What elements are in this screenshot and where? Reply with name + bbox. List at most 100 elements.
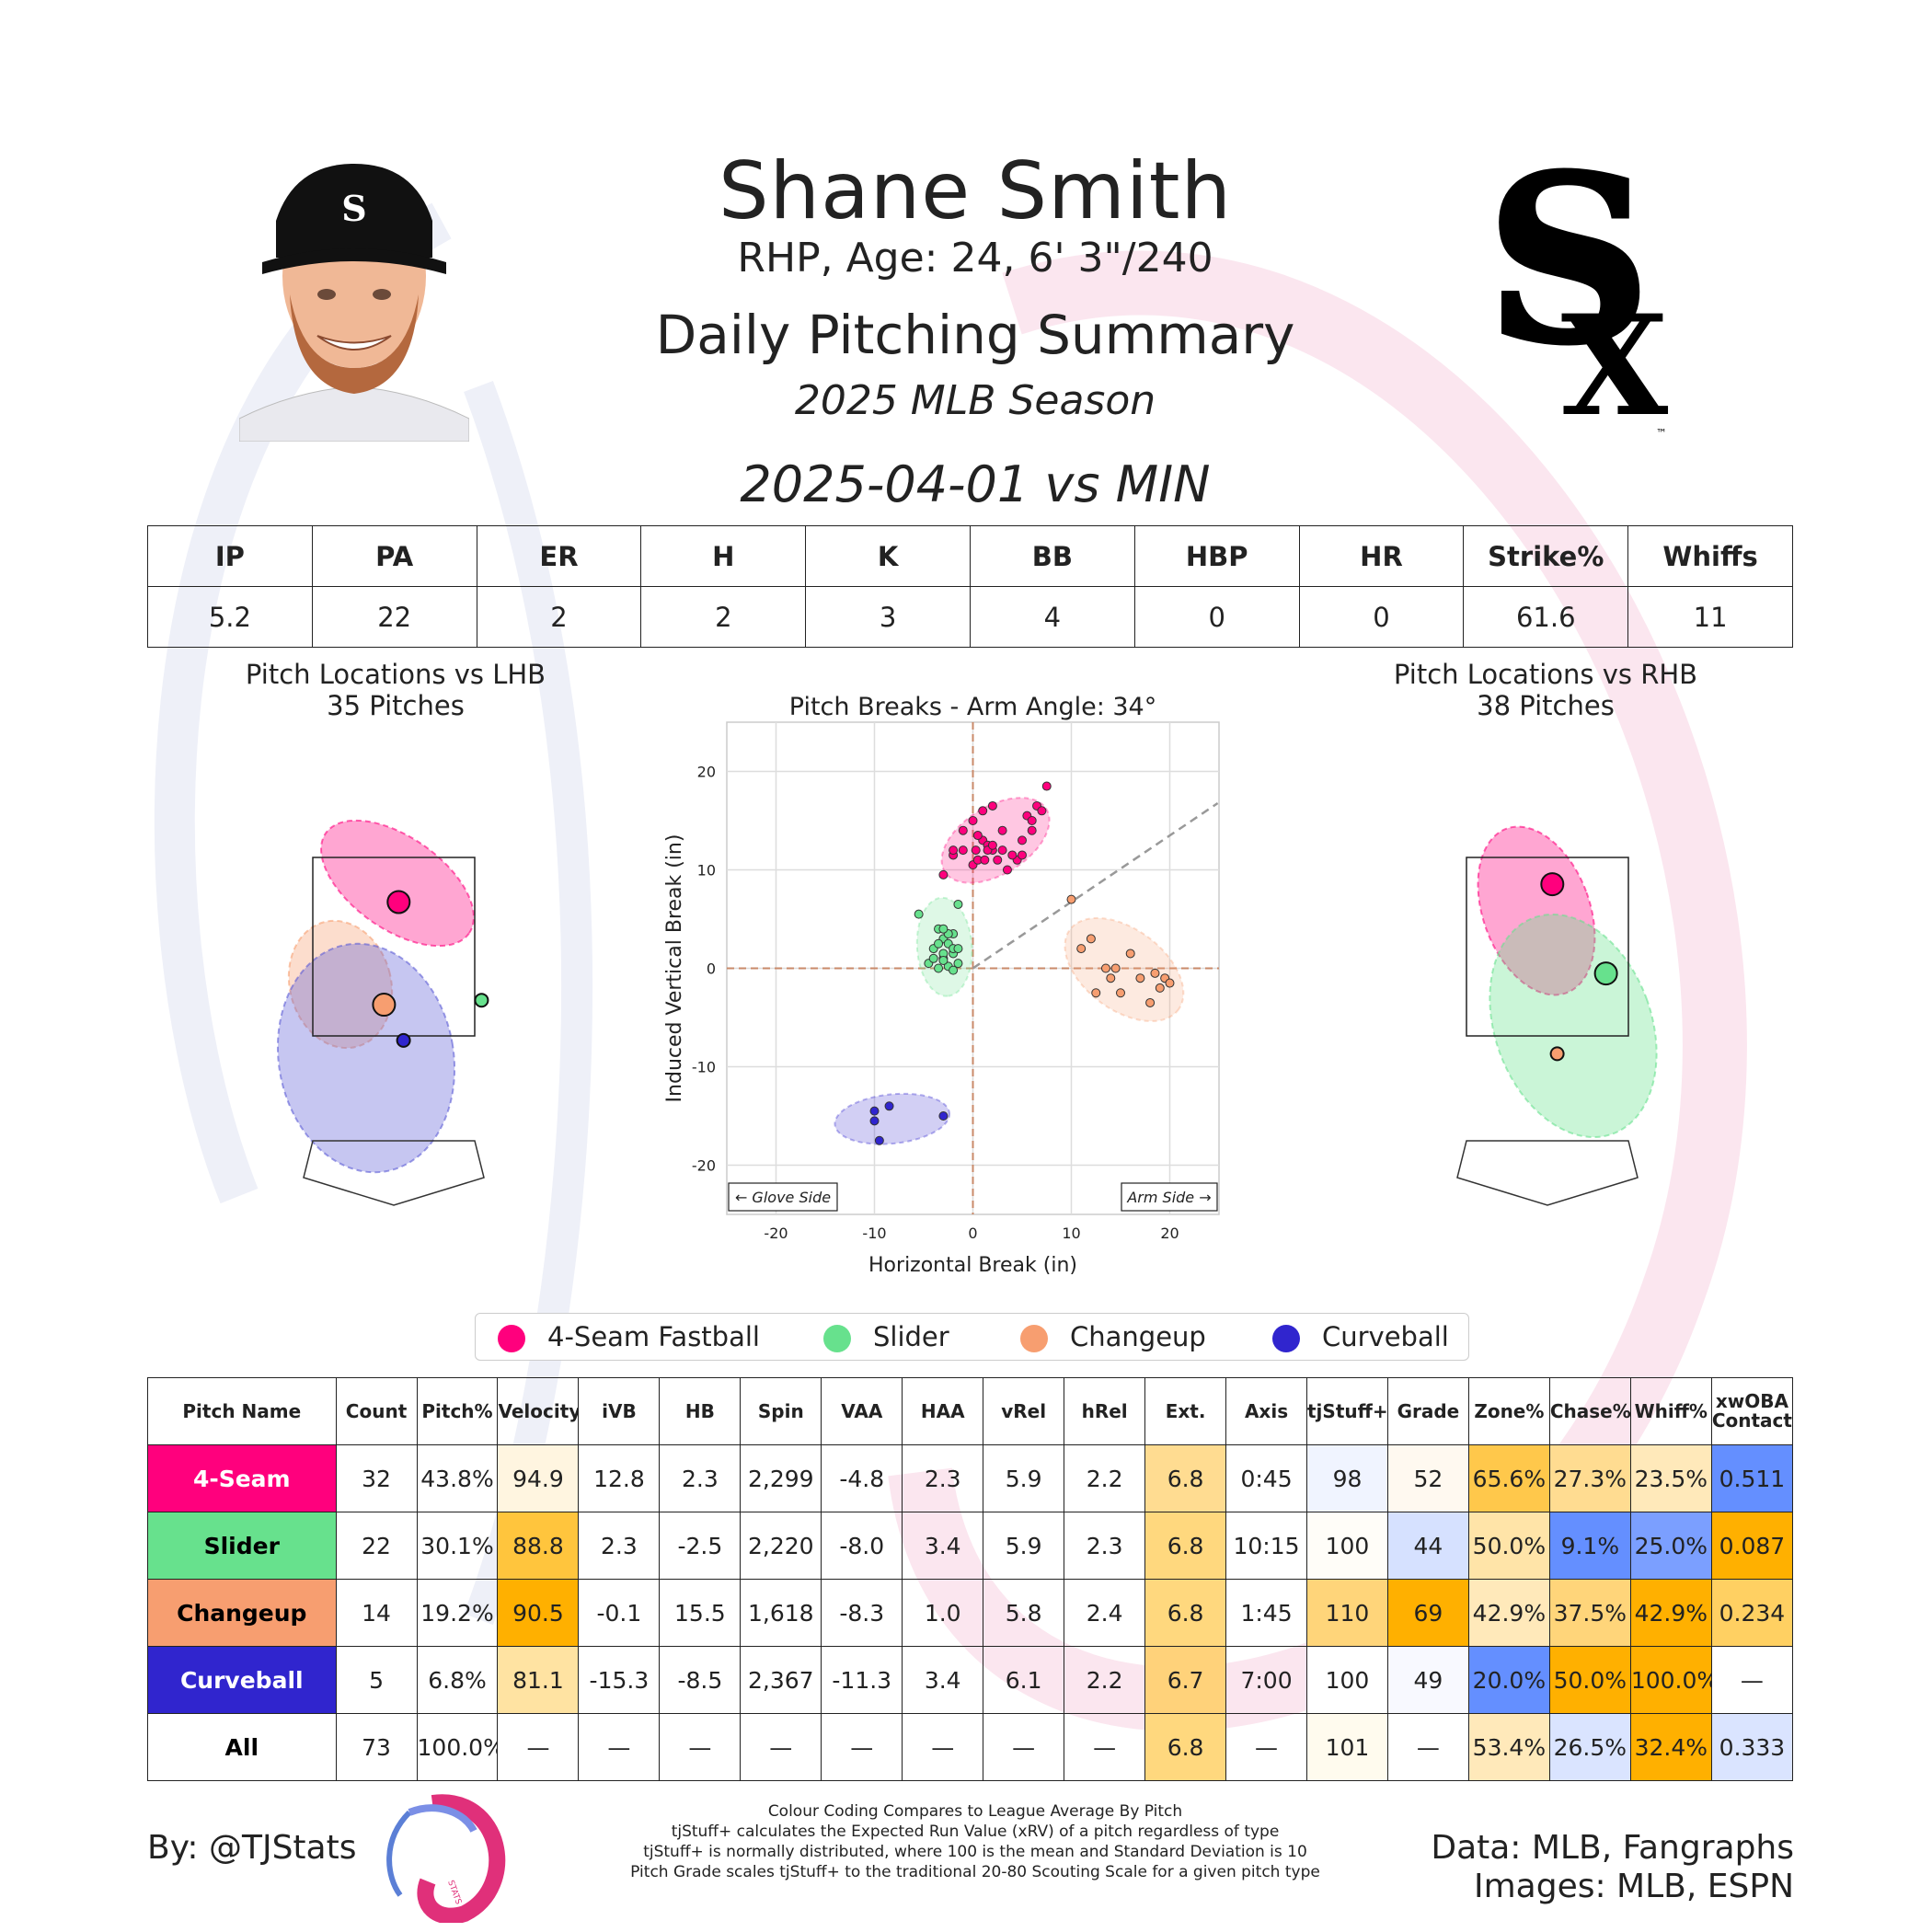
pitch-metrics-table: Pitch Name Count Pitch% Velocity iVB HB Spin VA… <box>147 1377 1794 1781</box>
legend-item-curveball: Curveball <box>1272 1319 1449 1354</box>
location-density-ellipse <box>276 942 456 1174</box>
break-point-slider <box>934 963 944 973</box>
break-point-changeup <box>1110 963 1121 973</box>
pitch-metric-cell: 2.3 <box>1064 1512 1146 1580</box>
pitch-metric-cell: -0.1 <box>578 1579 661 1647</box>
break-point-fastball <box>1027 825 1037 835</box>
pitch-table-header: Velocity <box>497 1377 580 1445</box>
location-marker-fastball <box>1540 872 1565 897</box>
break-point-slider <box>953 899 963 909</box>
break-point-changeup <box>1135 973 1145 983</box>
pitch-metric-cell: 5.8 <box>983 1579 1065 1647</box>
pitch-table-header: Whiff% <box>1629 1377 1712 1445</box>
stat-header-hbp: HBP <box>1133 525 1300 587</box>
source-credits: Data: MLB, Fangraphs Images: MLB, ESPN <box>1431 1829 1794 1906</box>
x-tick-label: 20 <box>1160 1225 1179 1242</box>
pitch-metric-cell: 6.8 <box>1144 1713 1227 1781</box>
stat-header-bb: BB <box>969 525 1135 587</box>
lhb-title: Pitch Locations vs LHB <box>245 659 546 690</box>
pitch-metric-cell: 100.0% <box>1629 1646 1712 1714</box>
pitch-metric-cell: 25.0% <box>1629 1512 1712 1580</box>
fastball-marker-icon <box>498 1325 525 1352</box>
strike-zone <box>1466 857 1629 1037</box>
pitch-metric-cell: 32 <box>335 1444 418 1512</box>
pitch-table-header-row: Pitch Name Count Pitch% Velocity iVB HB Spin VA… <box>147 1377 1794 1445</box>
pitch-metric-cell: 52 <box>1386 1444 1469 1512</box>
break-point-fastball <box>1018 835 1027 845</box>
pitch-metric-cell: 19.2% <box>416 1579 499 1647</box>
stat-line-header-row: IP PA ER H K BB HBP HR Strike% Whiffs <box>147 525 1793 587</box>
break-point-changeup <box>1091 988 1101 998</box>
pitch-metric-cell: 2.2 <box>1064 1646 1146 1714</box>
pitch-table-header: HAA <box>902 1377 984 1445</box>
pitch-row-slider: Slider 22 30.1% 88.8 2.3 -2.5 2,220 -8.0 3.4 5.9 2… <box>147 1512 1794 1580</box>
svg-text:X: X <box>1561 285 1669 442</box>
pitch-metric-cell: -15.3 <box>578 1646 661 1714</box>
pitch-metric-cell: 100 <box>1306 1646 1388 1714</box>
x-tick-label: 0 <box>968 1225 977 1242</box>
pitch-metric-cell: 12.8 <box>578 1444 661 1512</box>
break-point-fastball <box>971 845 981 856</box>
break-point-changeup <box>1076 944 1087 954</box>
stat-header-whiffs: Whiffs <box>1627 525 1793 587</box>
legend-item-fastball: 4-Seam Fastball <box>498 1319 760 1354</box>
stat-value-hbp: 0 <box>1133 586 1300 648</box>
note-line: tjStuff+ calculates the Expected Run Val… <box>671 1823 1280 1841</box>
break-point-curveball <box>938 1111 949 1121</box>
stat-line-table: IP PA ER H K BB HBP HR Strike% Whiffs 5.2 22 2 2 3 4 0 0… <box>147 525 1793 648</box>
break-point-slider <box>953 959 963 969</box>
pitch-table-header: Pitch% <box>416 1377 499 1445</box>
break-point-changeup <box>1145 997 1156 1007</box>
break-point-curveball <box>869 1106 880 1116</box>
stat-value-whiffs: 11 <box>1627 586 1793 648</box>
pitch-metric-cell: -8.3 <box>821 1579 903 1647</box>
strike-zone <box>312 857 476 1037</box>
pitch-row-changeup: Changeup 14 19.2% 90.5 -0.1 15.5 1,618 -8.3 1.0 5… <box>147 1579 1794 1647</box>
pitch-name-cell: 4-Seam <box>147 1444 337 1512</box>
pitch-table-header: iVB <box>578 1377 661 1445</box>
home-plate <box>1456 1140 1639 1206</box>
glove-side-label: ← Glove Side <box>735 1189 831 1206</box>
pitch-table-header: Chase% <box>1548 1377 1631 1445</box>
pitch-metric-cell: — <box>983 1713 1065 1781</box>
rhb-panel-title: Pitch Locations vs RHB 38 Pitches <box>1297 659 1794 721</box>
break-point-fastball <box>938 869 949 880</box>
pitch-table-header: HB <box>659 1377 742 1445</box>
lhb-panel-title: Pitch Locations vs LHB 35 Pitches <box>147 659 644 721</box>
data-source: Data: MLB, Fangraphs <box>1431 1829 1794 1867</box>
pitch-metric-cell: 15.5 <box>659 1579 742 1647</box>
legend-item-changeup: Changeup <box>1020 1319 1206 1354</box>
pitch-metric-cell: — <box>578 1713 661 1781</box>
player-bio: RHP, Age: 24, 6' 3"/240 <box>737 235 1213 282</box>
pitch-metric-cell: 1:45 <box>1225 1579 1307 1647</box>
pitch-table-header: Spin <box>740 1377 822 1445</box>
pitch-metric-cell: 65.6% <box>1467 1444 1550 1512</box>
pitch-metric-cell: 42.9% <box>1467 1579 1550 1647</box>
y-axis-label: Induced Vertical Break (in) <box>663 834 686 1103</box>
svg-text:S: S <box>1486 156 1652 395</box>
pitch-table-header: hRel <box>1064 1377 1146 1445</box>
pitch-metric-cell: 3.4 <box>902 1646 984 1714</box>
x-tick-label: 10 <box>1062 1225 1080 1242</box>
pitch-metric-cell: 37.5% <box>1548 1579 1631 1647</box>
stat-header-ip: IP <box>147 525 313 587</box>
location-marker-fastball <box>386 890 411 914</box>
pitch-metric-cell: 0.511 <box>1710 1444 1794 1512</box>
pitch-metric-cell: 5 <box>335 1646 418 1714</box>
stat-value-pa: 22 <box>311 586 477 648</box>
break-point-fastball <box>1002 865 1012 875</box>
pitch-metric-cell: 43.8% <box>416 1444 499 1512</box>
break-point-changeup <box>1086 934 1096 944</box>
legend-label: Changeup <box>1070 1321 1206 1352</box>
pitch-metric-cell: 3.4 <box>902 1512 984 1580</box>
break-point-fastball <box>978 806 988 816</box>
location-density-ellipse <box>287 919 394 1050</box>
pitch-metric-cell: -4.8 <box>821 1444 903 1512</box>
pitch-metric-cell: — <box>1064 1713 1146 1781</box>
curveball-marker-icon <box>1272 1325 1300 1352</box>
report-title: Daily Pitching Summary <box>655 304 1295 366</box>
legend-label: Curveball <box>1322 1321 1449 1352</box>
pitch-table-header: Count <box>335 1377 418 1445</box>
stat-value-hr: 0 <box>1298 586 1465 648</box>
pitch-metric-cell: 14 <box>335 1579 418 1647</box>
